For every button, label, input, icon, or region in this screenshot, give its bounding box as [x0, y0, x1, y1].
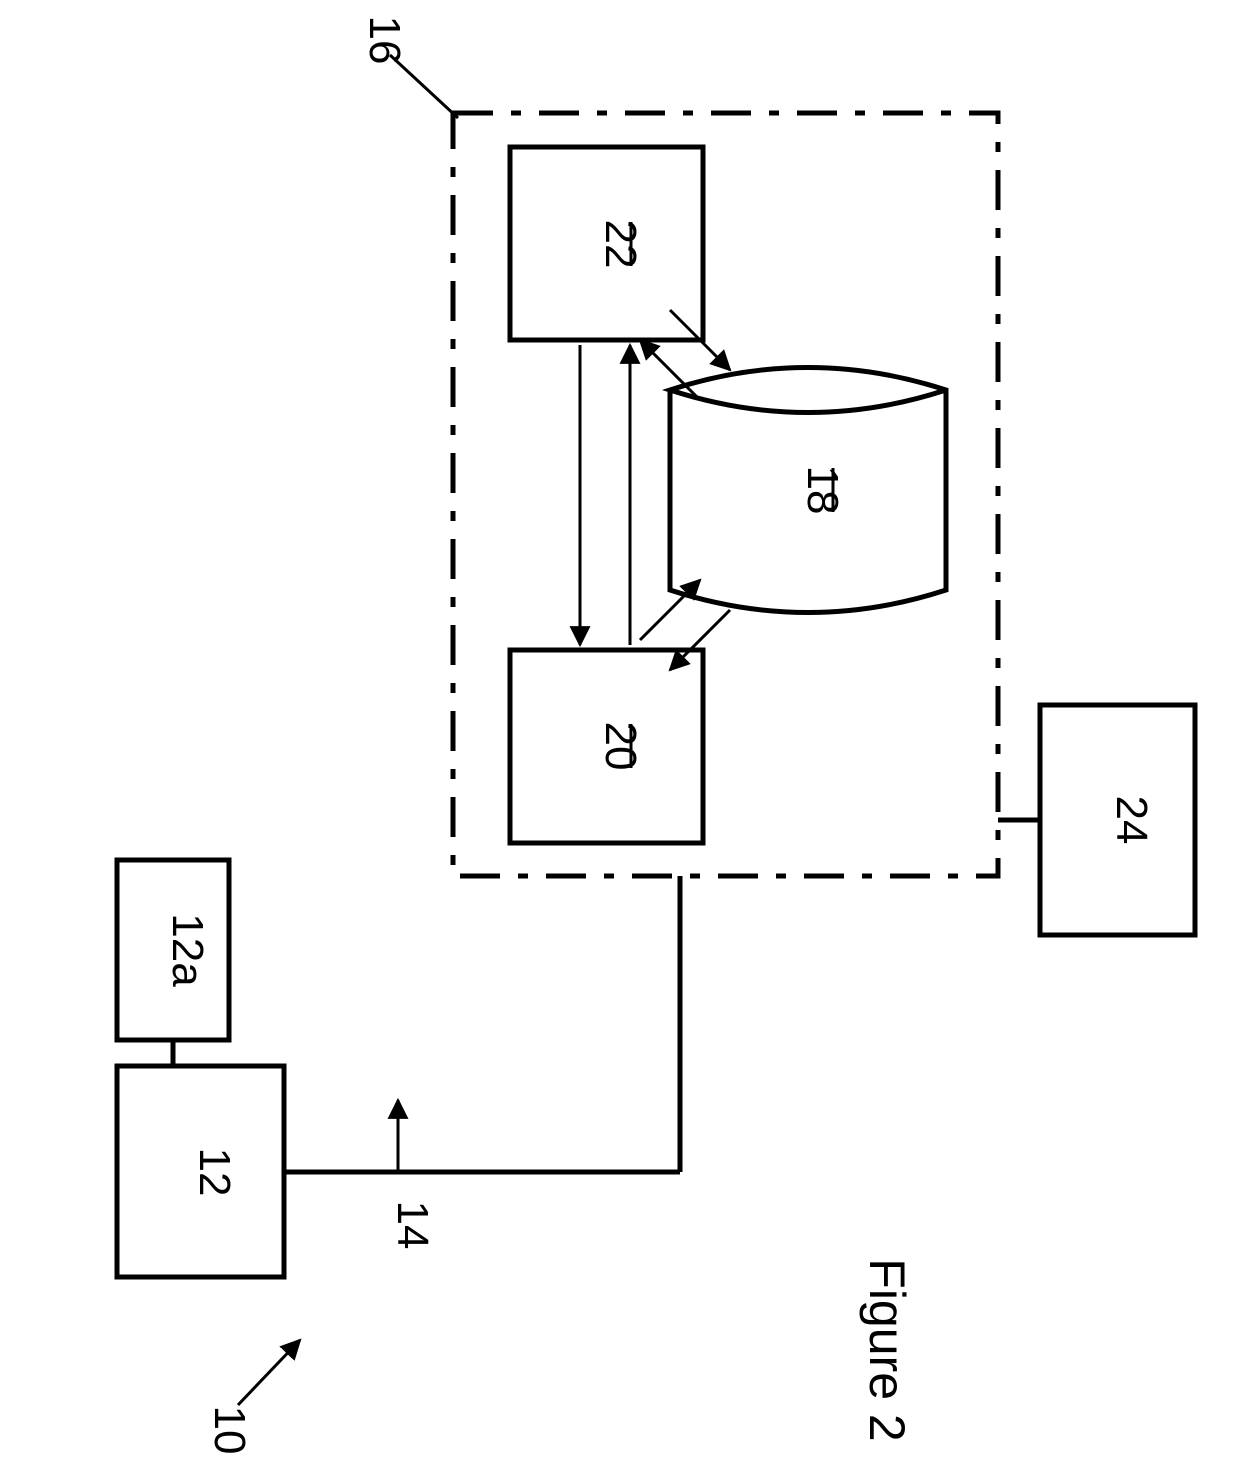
ref-10: 10: [205, 1340, 300, 1454]
diagram-canvas: 12a 12 14 16 18 22 20: [0, 0, 1240, 1459]
node-16-container: [453, 113, 998, 876]
ref-16-label: 16: [360, 16, 409, 65]
node-18-cylinder: 18: [670, 368, 946, 613]
node-24-label: 24: [1107, 796, 1156, 845]
ref-10-label: 10: [205, 1406, 254, 1455]
node-12-label: 12: [190, 1148, 239, 1197]
edge-18-22: [640, 310, 730, 400]
node-12a-label: 12a: [163, 913, 212, 987]
ref-14: 14: [388, 1100, 437, 1249]
node-22: 22: [510, 147, 703, 340]
edge-18-20: [640, 580, 730, 670]
node-18-label: 18: [798, 466, 847, 515]
node-12a: 12a: [117, 860, 229, 1040]
figure-caption: Figure 2: [859, 1258, 915, 1441]
node-20-label: 20: [596, 722, 645, 771]
ref-16: 16: [360, 16, 458, 118]
node-22-label: 22: [596, 220, 645, 269]
ref-14-label: 14: [388, 1201, 437, 1250]
edge-22-20: [580, 345, 630, 645]
node-20: 20: [510, 650, 703, 843]
node-24: 24: [1040, 705, 1195, 935]
node-12: 12: [117, 1066, 284, 1277]
